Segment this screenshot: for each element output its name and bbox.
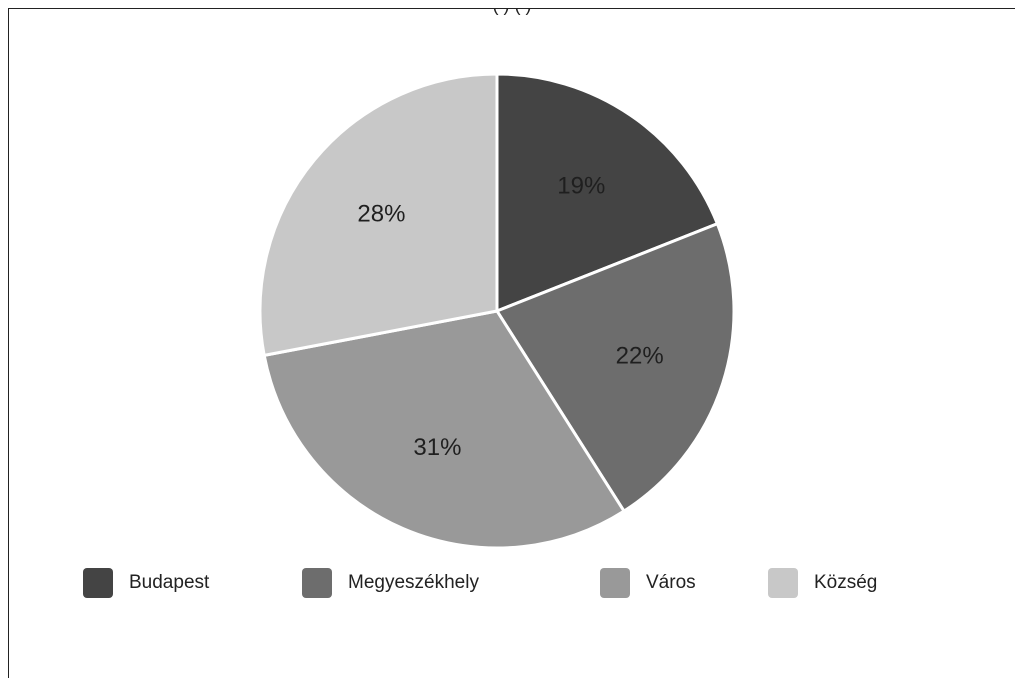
legend-item-kozseg: Község	[768, 566, 877, 600]
legend-item-varos: Város	[600, 566, 696, 600]
slice-label-varos: 31%	[413, 434, 461, 461]
pie-slice-kozseg	[258, 72, 499, 358]
pie-slice-budapest	[495, 72, 720, 314]
chart-frame: ( ) ( )	[8, 8, 1015, 678]
slice-label-megyeszekhely: 22%	[616, 343, 664, 370]
legend-label-varos: Város	[646, 572, 696, 593]
legend-label-kozseg: Község	[814, 572, 878, 593]
slice-label-kozseg: 28%	[357, 201, 405, 228]
legend: Budapest Megyeszékhely Város Község	[0, 566, 1015, 600]
legend-item-megyeszekhely: Megyeszékhely	[302, 566, 479, 600]
slice-label-budapest: 19%	[557, 172, 605, 199]
legend-swatch-kozseg	[768, 568, 798, 598]
chart-title-partial: ( ) ( )	[9, 9, 1015, 16]
legend-swatch-budapest	[83, 568, 113, 598]
legend-label-megyeszekhely: Megyeszékhely	[348, 572, 479, 593]
legend-swatch-megyeszekhely	[302, 568, 332, 598]
legend-swatch-varos	[600, 568, 630, 598]
legend-label-budapest: Budapest	[129, 572, 210, 593]
pie-slice-varos	[262, 309, 627, 550]
pie-slice-megyeszekhely	[494, 221, 736, 514]
legend-item-budapest: Budapest	[83, 566, 209, 600]
